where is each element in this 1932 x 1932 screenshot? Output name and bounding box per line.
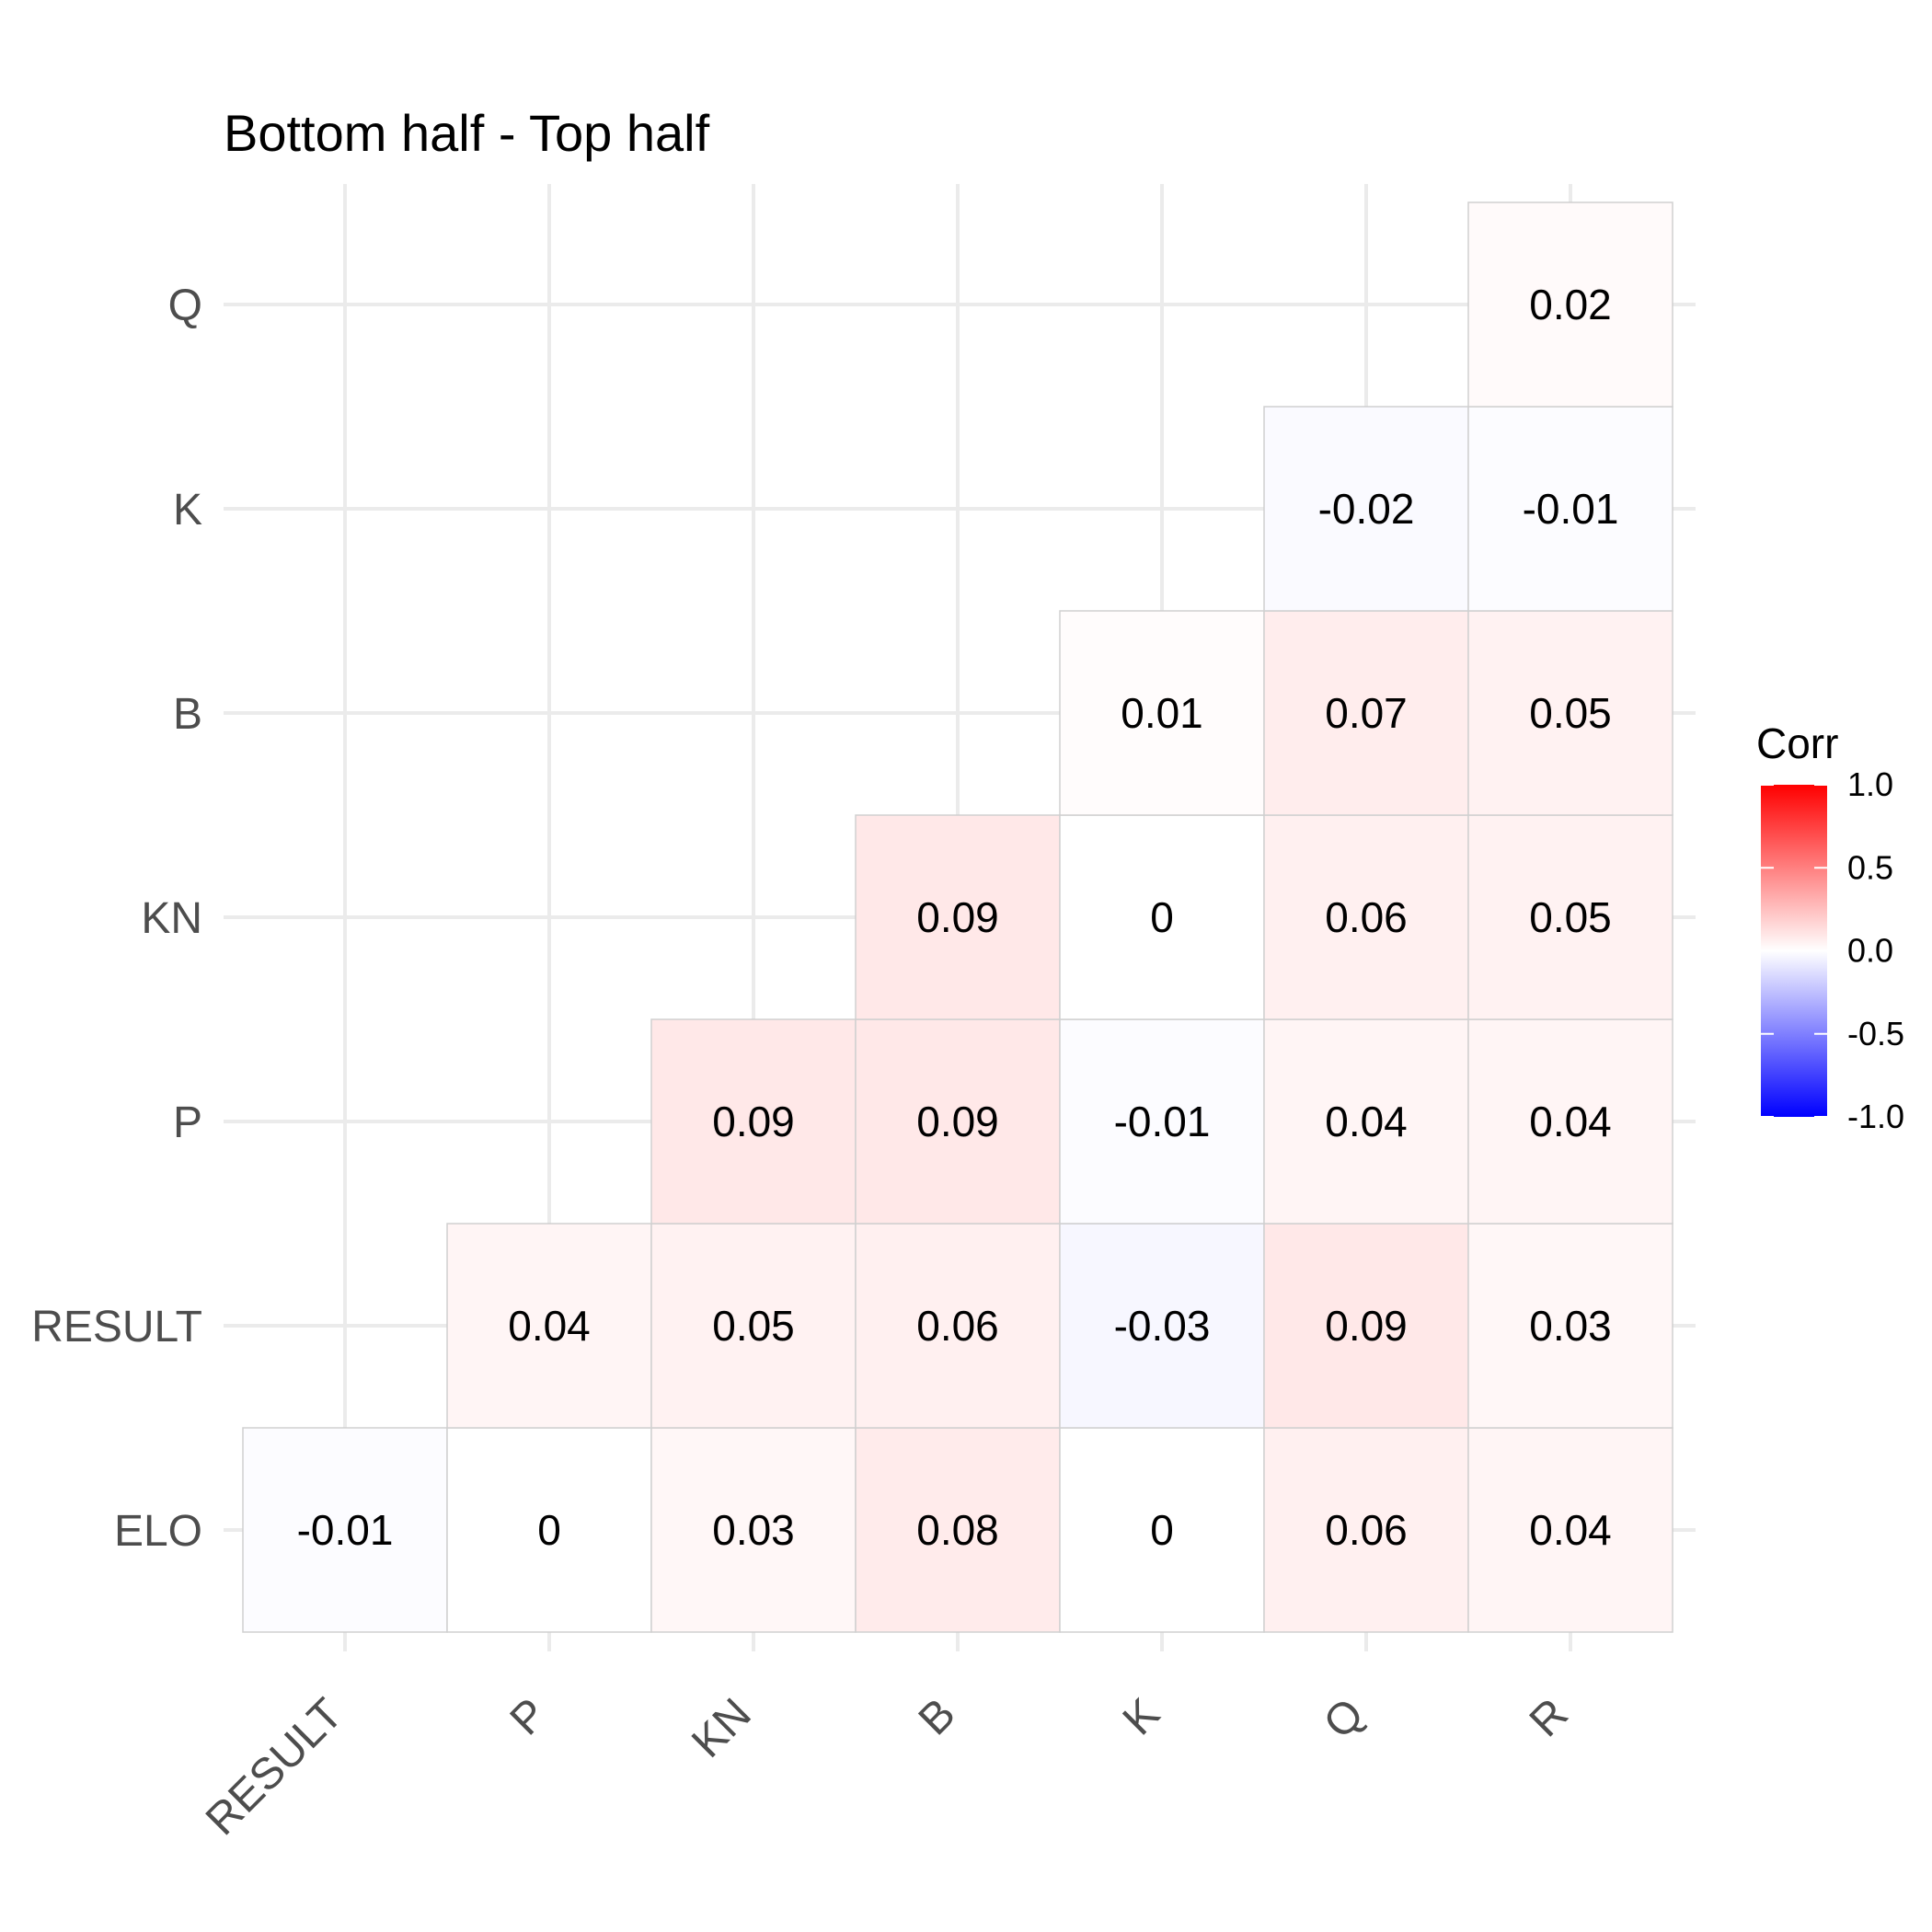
heatmap-cell [855,1427,1061,1633]
y-tick-label: K [173,486,202,535]
heatmap-cell [650,1427,857,1633]
legend-tick-label: 0.5 [1847,848,1893,886]
heatmap-cell [1467,1223,1673,1429]
heatmap-cell [650,1018,857,1225]
heatmap-cell [1263,406,1469,612]
y-tick-label: KN [141,894,202,943]
heatmap-cell [1059,1427,1265,1633]
y-tick-label: ELO [114,1507,202,1556]
x-tick-label: Q [1315,1689,1374,1748]
heatmap-cell [1467,814,1673,1020]
cell-value-label: 0 [1150,893,1174,941]
heatmap-cell [1467,610,1673,816]
x-tick-label: K [1114,1689,1169,1744]
heatmap-cell [650,1223,857,1429]
cell-value-label: 0.04 [1325,1098,1408,1145]
cell-value-label: 0.09 [916,893,999,941]
heatmap-cell [1263,1223,1469,1429]
heatmap-cell [1059,814,1265,1020]
heatmap-cell [1263,814,1469,1020]
heatmap-cell [242,1427,448,1633]
y-axis: ELO RESULT P KN B K Q [31,282,235,1556]
cell-value-label: 0.03 [1529,1302,1612,1350]
legend-tick-label: -1.0 [1847,1098,1904,1135]
heatmap-cell [1059,1018,1265,1225]
cell-value-label: 0 [1150,1506,1174,1554]
heatmap-cell [1059,1223,1265,1429]
heatmap-cell [1467,406,1673,612]
heatmap-cell [855,814,1061,1020]
cell-value-label: 0.09 [916,1098,999,1145]
heatmap-cell [1467,1018,1673,1225]
x-tick-label: KN [683,1689,761,1767]
heatmap-cell [1059,610,1265,816]
cell-value-label: 0.09 [712,1098,795,1145]
cell-value-label: -0.01 [1114,1098,1211,1145]
cell-value-label: 0.07 [1325,689,1408,737]
y-tick-label: RESULT [31,1303,202,1351]
cell-value-label: 0.05 [1529,893,1612,941]
y-tick-label: Q [168,282,202,330]
cell-value-label: 0.04 [1529,1506,1612,1554]
cell-value-label: 0.09 [1325,1302,1408,1350]
x-tick-label: R [1521,1689,1578,1746]
legend-tick-label: -0.5 [1847,1015,1904,1052]
cell-value-label: -0.03 [1114,1302,1211,1350]
y-tick-label: P [173,1098,202,1147]
cell-value-label: 0.04 [1529,1098,1612,1145]
cell-labels: -0.01 0 0.03 0.08 0 0.06 0.04 0.04 0.05 0.06 -0.03… [297,281,1619,1554]
cell-value-label: -0.01 [297,1506,394,1554]
cell-value-label: -0.01 [1523,485,1619,533]
cell-value-label: 0.08 [916,1506,999,1554]
cell-value-label: 0.06 [1325,893,1408,941]
heatmap-cells [242,201,1673,1633]
legend-tick-label: 0.0 [1847,932,1893,970]
x-tick-label: RESULT [197,1689,352,1845]
cell-value-label: 0.06 [1325,1506,1408,1554]
cell-value-label: 0.06 [916,1302,999,1350]
legend-tick-label: 1.0 [1847,765,1893,803]
legend: 1.0 0.5 0.0 -0.5 -1.0 [1761,765,1904,1135]
cell-value-label: 0.04 [508,1302,591,1350]
cell-value-label: 0 [537,1506,561,1554]
chart-title: Bottom half - Top half [224,104,710,162]
x-tick-label: B [910,1689,965,1744]
cell-value-label: -0.02 [1318,485,1415,533]
cell-value-label: 0.01 [1121,689,1203,737]
heatmap-cell [1467,1427,1673,1633]
cell-value-label: 0.02 [1529,281,1612,328]
cell-value-label: 0.03 [712,1506,795,1554]
heatmap-cell [1467,201,1673,408]
heatmap-cell [446,1427,652,1633]
heatmap-cell [1263,1427,1469,1633]
heatmap-cell [855,1223,1061,1429]
cell-value-label: 0.05 [712,1302,795,1350]
heatmap-cell [446,1223,652,1429]
legend-title: Corr [1756,719,1839,767]
x-axis: RESULT P KN B K Q R [197,1689,1578,1845]
cell-value-label: 0.05 [1529,689,1612,737]
x-tick-label: P [501,1689,557,1744]
heatmap-cell [1263,1018,1469,1225]
heatmap-cell [855,1018,1061,1225]
y-tick-label: B [173,690,202,739]
